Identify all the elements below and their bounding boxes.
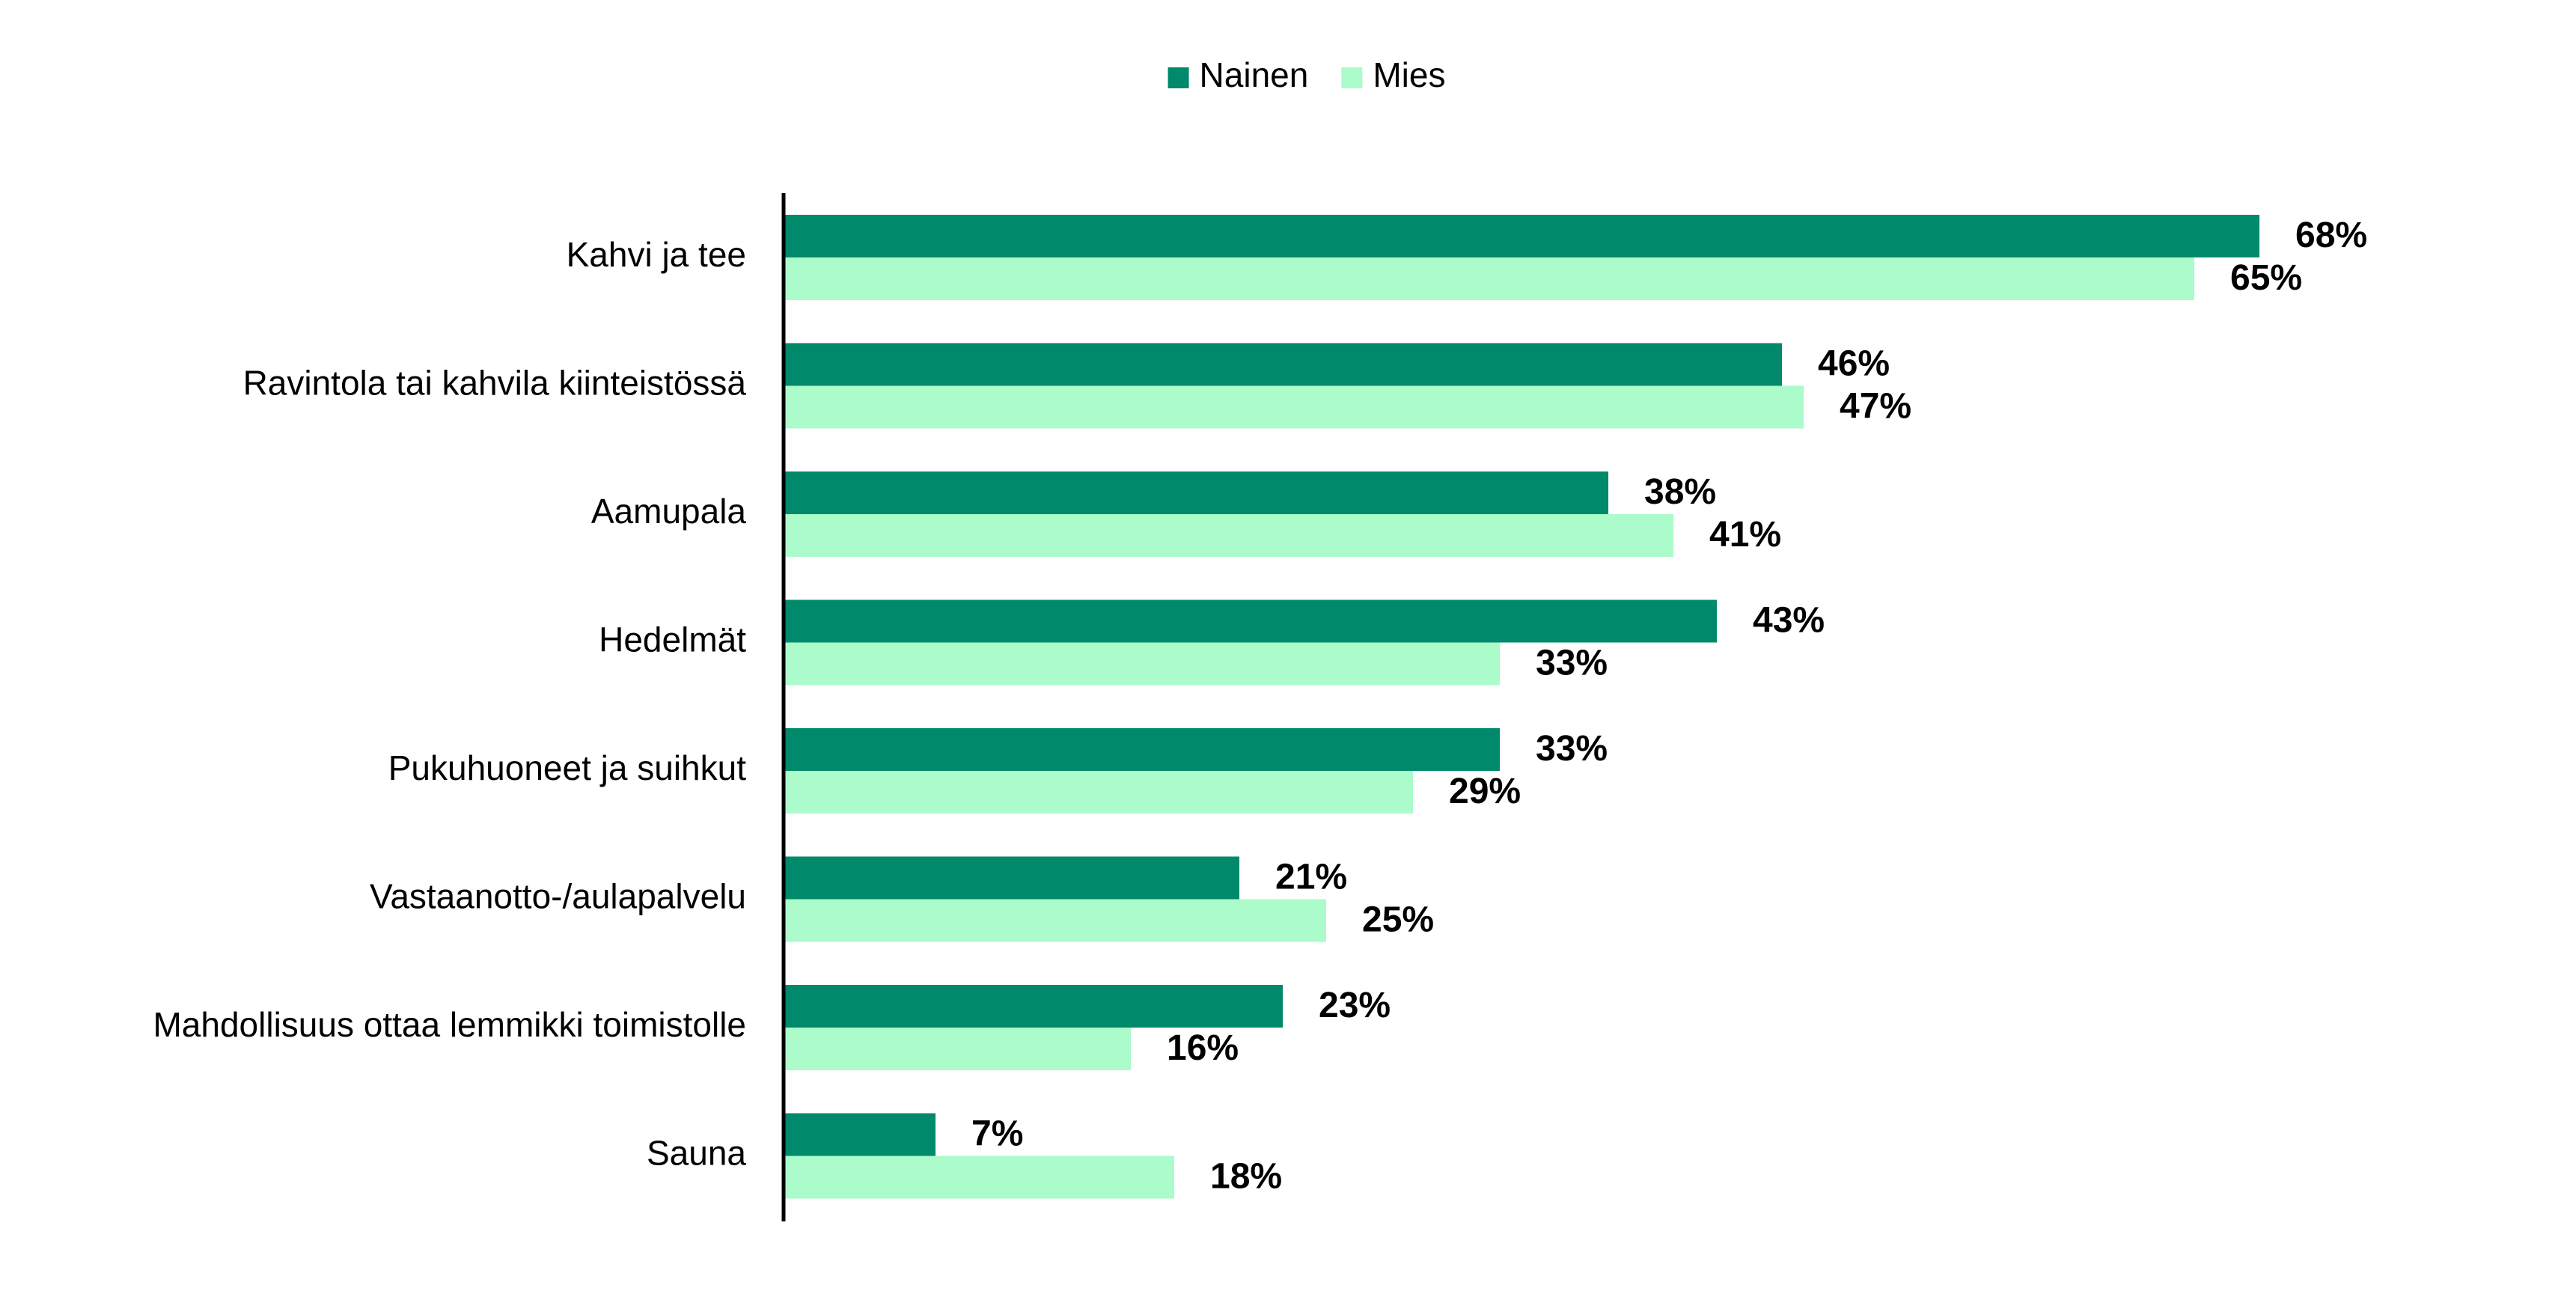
category-label-vastaanotto-aulapalvelu: Vastaanotto-/aulapalvelu: [370, 877, 746, 916]
category-label-hedelmat: Hedelmät: [599, 620, 746, 659]
value-label-nainen-kahvi-ja-tee: 68%: [2295, 216, 2367, 255]
bar-mies-ravintola-tai-kahvila-kiinteistossa: [784, 385, 1804, 429]
bars: [784, 215, 2259, 1199]
bar-nainen-aamupala: [784, 471, 1608, 514]
value-label-nainen-aamupala: 38%: [1644, 472, 1716, 512]
value-label-nainen-vastaanotto-aulapalvelu: 21%: [1275, 858, 1347, 897]
bar-mies-aamupala: [784, 514, 1673, 557]
bar-nainen-hedelmat: [784, 599, 1717, 643]
bar-nainen-kahvi-ja-tee: [784, 215, 2259, 257]
bar-mies-mahdollisuus-ottaa-lemmikki-toimistolle: [784, 1028, 1131, 1070]
value-label-nainen-pukuhuoneet-ja-suihkut: 33%: [1536, 729, 1608, 769]
category-label-pukuhuoneet-ja-suihkut: Pukuhuoneet ja suihkut: [388, 748, 746, 787]
value-label-nainen-sauna: 7%: [971, 1114, 1023, 1154]
value-label-nainen-mahdollisuus-ottaa-lemmikki-toimistolle: 23%: [1319, 986, 1391, 1025]
category-label-ravintola-tai-kahvila-kiinteistossa: Ravintola tai kahvila kiinteistössä: [243, 364, 747, 403]
bar-nainen-pukuhuoneet-ja-suihkut: [784, 728, 1500, 771]
value-label-mies-aamupala: 41%: [1709, 515, 1781, 555]
bar-mies-hedelmat: [784, 642, 1500, 686]
category-labels: Kahvi ja tee Ravintola tai kahvila kiinte…: [153, 235, 746, 1173]
bar-mies-pukuhuoneet-ja-suihkut: [784, 771, 1413, 814]
bar-nainen-sauna: [784, 1113, 936, 1156]
bar-nainen-ravintola-tai-kahvila-kiinteistossa: [784, 343, 1782, 386]
value-label-mies-ravintola-tai-kahvila-kiinteistossa: 47%: [1840, 387, 1911, 427]
legend-label-mies: Mies: [1373, 55, 1445, 94]
category-label-sauna: Sauna: [647, 1134, 746, 1173]
value-labels: 68%65% 46%47% 38%41% 43% 33% 33% 29% 21% 25% 23% 1…: [971, 216, 2367, 1197]
legend-swatch-nainen: [1168, 67, 1189, 88]
value-label-nainen-ravintola-tai-kahvila-kiinteistossa: 46%: [1818, 344, 1890, 384]
value-label-nainen-hedelmat: 43%: [1753, 601, 1825, 641]
category-label-aamupala: Aamupala: [591, 492, 747, 531]
bar-mies-sauna: [784, 1156, 1174, 1199]
value-label-mies-sauna: 18%: [1210, 1157, 1282, 1197]
category-label-mahdollisuus-ottaa-lemmikki-toimistolle: Mahdollisuus ottaa lemmikki toimistolle: [153, 1005, 746, 1044]
value-label-mies-vastaanotto-aulapalvelu: 25%: [1362, 900, 1434, 940]
legend-swatch-mies: [1341, 67, 1363, 88]
value-label-mies-pukuhuoneet-ja-suihkut: 29%: [1449, 772, 1521, 811]
value-label-mies-kahvi-ja-tee: 65%: [2230, 258, 2302, 298]
value-label-mies-hedelmat: 33%: [1536, 644, 1608, 683]
category-label-kahvi-ja-tee: Kahvi ja tee: [567, 235, 746, 274]
value-label-mies-mahdollisuus-ottaa-lemmikki-toimistolle: 16%: [1167, 1028, 1239, 1068]
legend: Nainen Mies: [1168, 55, 1445, 94]
bar-mies-vastaanotto-aulapalvelu: [784, 899, 1326, 942]
bar-mies-kahvi-ja-tee: [784, 257, 2194, 300]
legend-label-nainen: Nainen: [1200, 55, 1309, 94]
bar-nainen-mahdollisuus-ottaa-lemmikki-toimistolle: [784, 985, 1283, 1028]
bar-nainen-vastaanotto-aulapalvelu: [784, 856, 1239, 900]
